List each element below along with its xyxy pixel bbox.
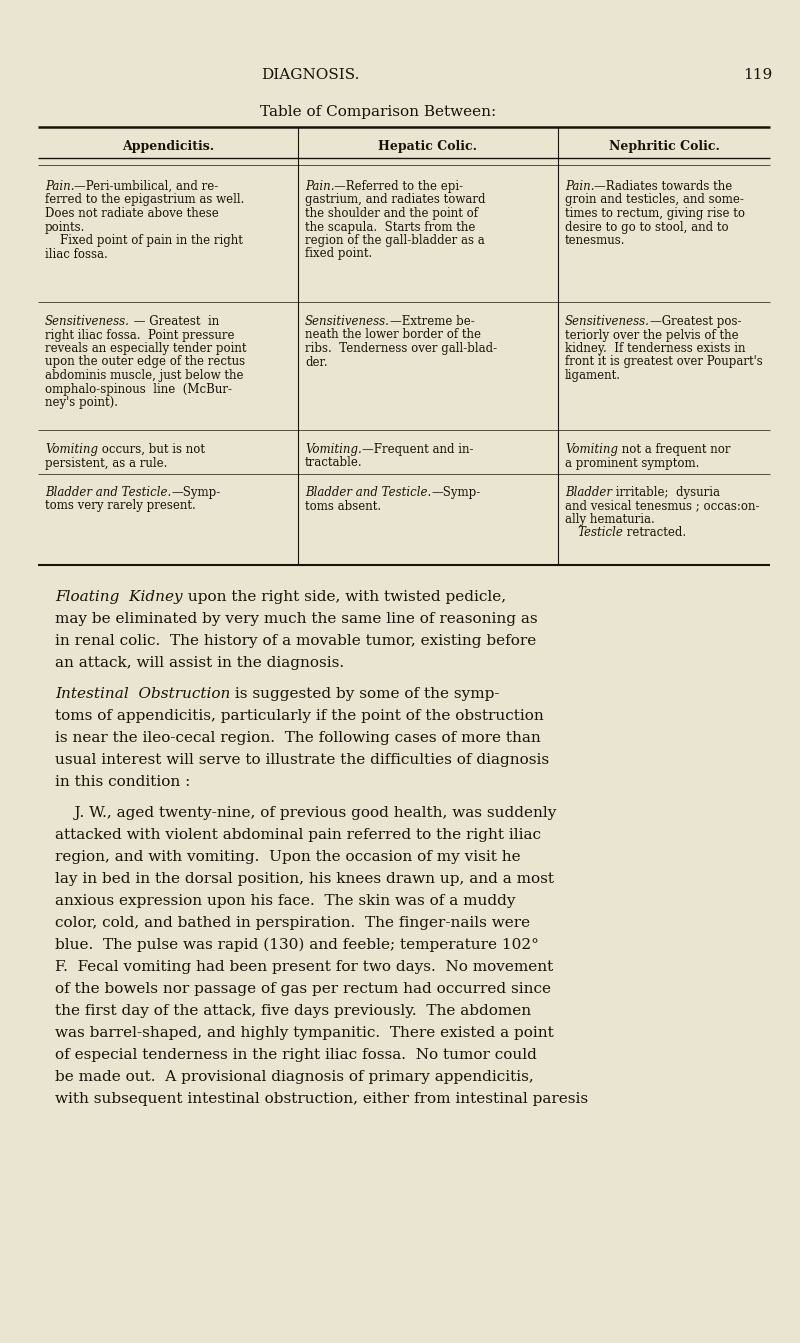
Text: Does not radiate above these: Does not radiate above these [45,207,218,220]
Text: fixed point.: fixed point. [305,247,372,261]
Text: region, and with vomiting.  Upon the occasion of my visit he: region, and with vomiting. Upon the occa… [55,850,521,864]
Text: upon the outer edge of the rectus: upon the outer edge of the rectus [45,356,245,368]
Text: tractable.: tractable. [305,457,362,470]
Text: and vesical tenesmus ; occas:on-: and vesical tenesmus ; occas:on- [565,500,759,513]
Text: retracted.: retracted. [623,526,686,540]
Text: is suggested by some of the symp-: is suggested by some of the symp- [230,686,500,701]
Text: front it is greatest over Poupart's: front it is greatest over Poupart's [565,356,762,368]
Text: gastrium, and radiates toward: gastrium, and radiates toward [305,193,486,207]
Text: ally hematuria.: ally hematuria. [565,513,654,526]
Text: with subsequent intestinal obstruction, either from intestinal paresis: with subsequent intestinal obstruction, … [55,1092,588,1105]
Text: J. W., aged twenty-nine, of previous good health, was suddenly: J. W., aged twenty-nine, of previous goo… [55,806,556,819]
Text: —Extreme be-: —Extreme be- [390,316,474,328]
Text: upon the right side, with twisted pedicle,: upon the right side, with twisted pedicl… [182,590,506,604]
Text: Sensitiveness.: Sensitiveness. [565,316,650,328]
Text: omphalo-spinous  line  (McBur-: omphalo-spinous line (McBur- [45,383,232,395]
Text: — Greatest  in: — Greatest in [130,316,219,328]
Text: kidney.  If tenderness exists in: kidney. If tenderness exists in [565,342,746,355]
Text: —Referred to the epi-: —Referred to the epi- [334,180,464,193]
Text: be made out.  A provisional diagnosis of primary appendicitis,: be made out. A provisional diagnosis of … [55,1069,534,1084]
Text: was barrel-shaped, and highly tympanitic.  There existed a point: was barrel-shaped, and highly tympanitic… [55,1026,554,1039]
Text: DIAGNOSIS.: DIAGNOSIS. [261,68,359,82]
Text: abdominis muscle, just below the: abdominis muscle, just below the [45,369,243,381]
Text: ribs.  Tenderness over gall-blad-: ribs. Tenderness over gall-blad- [305,342,497,355]
Text: teriorly over the pelvis of the: teriorly over the pelvis of the [565,329,738,341]
Text: in this condition :: in this condition : [55,775,190,788]
Text: lay in bed in the dorsal position, his knees drawn up, and a most: lay in bed in the dorsal position, his k… [55,872,554,885]
Text: occurs, but is not: occurs, but is not [98,443,205,457]
Text: Pain.: Pain. [45,180,74,193]
Text: Hepatic Colic.: Hepatic Colic. [378,140,478,153]
Text: Table of Comparison Between:: Table of Comparison Between: [260,105,496,120]
Text: a prominent symptom.: a prominent symptom. [565,457,699,470]
Text: desire to go to stool, and to: desire to go to stool, and to [565,220,729,234]
Text: Bladder and Testicle.: Bladder and Testicle. [45,486,171,500]
Text: persistent, as a rule.: persistent, as a rule. [45,457,167,470]
Text: is near the ileo-cecal region.  The following cases of more than: is near the ileo-cecal region. The follo… [55,731,541,745]
Text: reveals an especially tender point: reveals an especially tender point [45,342,246,355]
Text: region of the gall-bladder as a: region of the gall-bladder as a [305,234,485,247]
Text: times to rectum, giving rise to: times to rectum, giving rise to [565,207,745,220]
Text: neath the lower border of the: neath the lower border of the [305,329,481,341]
Text: ferred to the epigastrium as well.: ferred to the epigastrium as well. [45,193,244,207]
Text: ney's point).: ney's point). [45,396,118,410]
Text: iliac fossa.: iliac fossa. [45,247,108,261]
Text: in renal colic.  The history of a movable tumor, existing before: in renal colic. The history of a movable… [55,634,536,649]
Text: points.: points. [45,220,86,234]
Text: Sensitiveness.: Sensitiveness. [305,316,390,328]
Text: Nephritic Colic.: Nephritic Colic. [609,140,719,153]
Text: ligament.: ligament. [565,369,621,381]
Text: Appendicitis.: Appendicitis. [122,140,214,153]
Text: —Radiates towards the: —Radiates towards the [594,180,733,193]
Text: attacked with violent abdominal pain referred to the right iliac: attacked with violent abdominal pain ref… [55,827,541,842]
Text: Bladder and Testicle.: Bladder and Testicle. [305,486,431,500]
Text: Vomiting.: Vomiting. [305,443,362,457]
Text: Testicle: Testicle [577,526,623,540]
Text: Fixed point of pain in the right: Fixed point of pain in the right [45,234,243,247]
Text: tenesmus.: tenesmus. [565,234,626,247]
Text: —Peri-umbilical, and re-: —Peri-umbilical, and re- [74,180,218,193]
Text: 119: 119 [743,68,773,82]
Text: of the bowels nor passage of gas per rectum had occurred since: of the bowels nor passage of gas per rec… [55,982,551,995]
Text: the scapula.  Starts from the: the scapula. Starts from the [305,220,475,234]
Text: right iliac fossa.  Point pressure: right iliac fossa. Point pressure [45,329,234,341]
Text: Floating  Kidney: Floating Kidney [55,590,182,604]
Text: Sensitiveness.: Sensitiveness. [45,316,130,328]
Text: groin and testicles, and some-: groin and testicles, and some- [565,193,744,207]
Text: an attack, will assist in the diagnosis.: an attack, will assist in the diagnosis. [55,655,344,670]
Text: blue.  The pulse was rapid (130) and feeble; temperature 102°: blue. The pulse was rapid (130) and feeb… [55,937,539,952]
Text: not a frequent nor: not a frequent nor [618,443,730,457]
Text: anxious expression upon his face.  The skin was of a muddy: anxious expression upon his face. The sk… [55,893,515,908]
Text: toms of appendicitis, particularly if the point of the obstruction: toms of appendicitis, particularly if th… [55,709,544,723]
Text: —Symp-: —Symp- [431,486,481,500]
Text: toms absent.: toms absent. [305,500,381,513]
Text: usual interest will serve to illustrate the difficulties of diagnosis: usual interest will serve to illustrate … [55,753,549,767]
Text: —Symp-: —Symp- [171,486,221,500]
Text: —Frequent and in-: —Frequent and in- [362,443,474,457]
Text: Intestinal  Obstruction: Intestinal Obstruction [55,686,230,701]
Text: Pain.: Pain. [565,180,594,193]
Text: the shoulder and the point of: the shoulder and the point of [305,207,478,220]
Text: der.: der. [305,356,328,368]
Text: Bladder: Bladder [565,486,612,500]
Text: Vomiting: Vomiting [565,443,618,457]
Text: color, cold, and bathed in perspiration.  The finger-nails were: color, cold, and bathed in perspiration.… [55,916,530,929]
Text: of especial tenderness in the right iliac fossa.  No tumor could: of especial tenderness in the right ilia… [55,1048,537,1061]
Text: F.  Fecal vomiting had been present for two days.  No movement: F. Fecal vomiting had been present for t… [55,960,554,974]
Text: irritable;  dysuria: irritable; dysuria [612,486,720,500]
Text: —Greatest pos-: —Greatest pos- [650,316,742,328]
Text: Vomiting: Vomiting [45,443,98,457]
Text: may be eliminated by very much the same line of reasoning as: may be eliminated by very much the same … [55,612,538,626]
Text: Pain.: Pain. [305,180,334,193]
Text: toms very rarely present.: toms very rarely present. [45,500,196,513]
Text: the first day of the attack, five days previously.  The abdomen: the first day of the attack, five days p… [55,1003,531,1018]
